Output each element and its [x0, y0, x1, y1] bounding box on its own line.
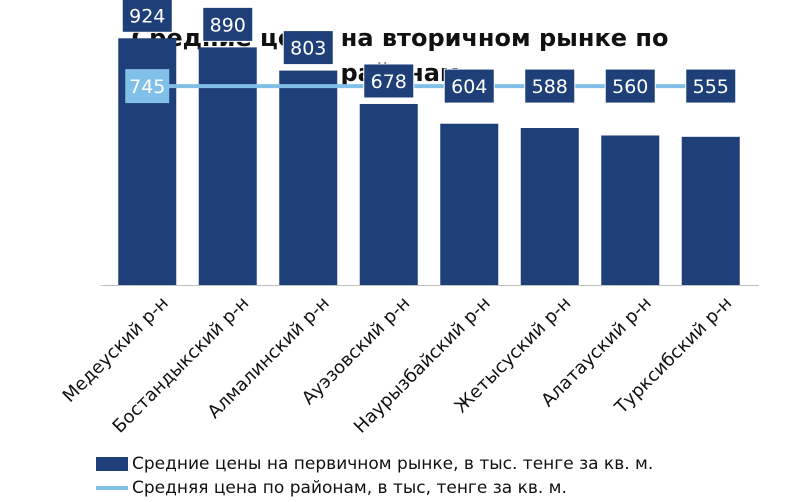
legend-item-primary-price: Средние цены на первичном рынке, в тыс. … [96, 452, 653, 476]
data-label-box-3 [282, 30, 334, 66]
data-label-box-6 [524, 68, 576, 104]
bar-7 [601, 135, 660, 285]
data-label-box-2 [202, 6, 254, 42]
data-label-box-7 [604, 68, 656, 104]
data-label-4: 678 [371, 71, 407, 93]
legend-label-average-price: Средняя цена по районам, в тыс, тенге за… [132, 478, 567, 498]
bar-4 [359, 103, 418, 285]
data-label-5: 604 [451, 76, 487, 98]
data-label-box-8 [685, 68, 737, 104]
average-label-box [125, 69, 170, 104]
legend-swatch-line [96, 486, 128, 490]
bar-5 [440, 123, 499, 286]
data-label-box-4 [363, 63, 415, 99]
data-label-box-1 [121, 0, 173, 33]
data-label-3: 803 [290, 38, 326, 60]
legend-swatch-bar [96, 457, 128, 471]
bar-6 [520, 128, 579, 285]
bar-8 [681, 136, 740, 285]
data-label-6: 588 [532, 76, 568, 98]
data-label-box-5 [443, 68, 495, 104]
x-tick-label-5: Наурызбайский р-н [350, 293, 495, 438]
data-label-8: 555 [693, 76, 729, 98]
legend-label-primary-price: Средние цены на первичном рынке, в тыс. … [132, 454, 654, 474]
x-tick-label-2: Бостандыкский р-н [109, 293, 254, 438]
data-label-2: 890 [210, 14, 246, 36]
data-label-1: 924 [129, 5, 165, 27]
average-data-label: 745 [129, 76, 165, 98]
bar-3 [279, 70, 338, 285]
data-label-7: 560 [612, 76, 648, 98]
legend-item-average-price: Средняя цена по районам, в тыс, тенге за… [96, 476, 567, 500]
bar-2 [198, 47, 257, 286]
